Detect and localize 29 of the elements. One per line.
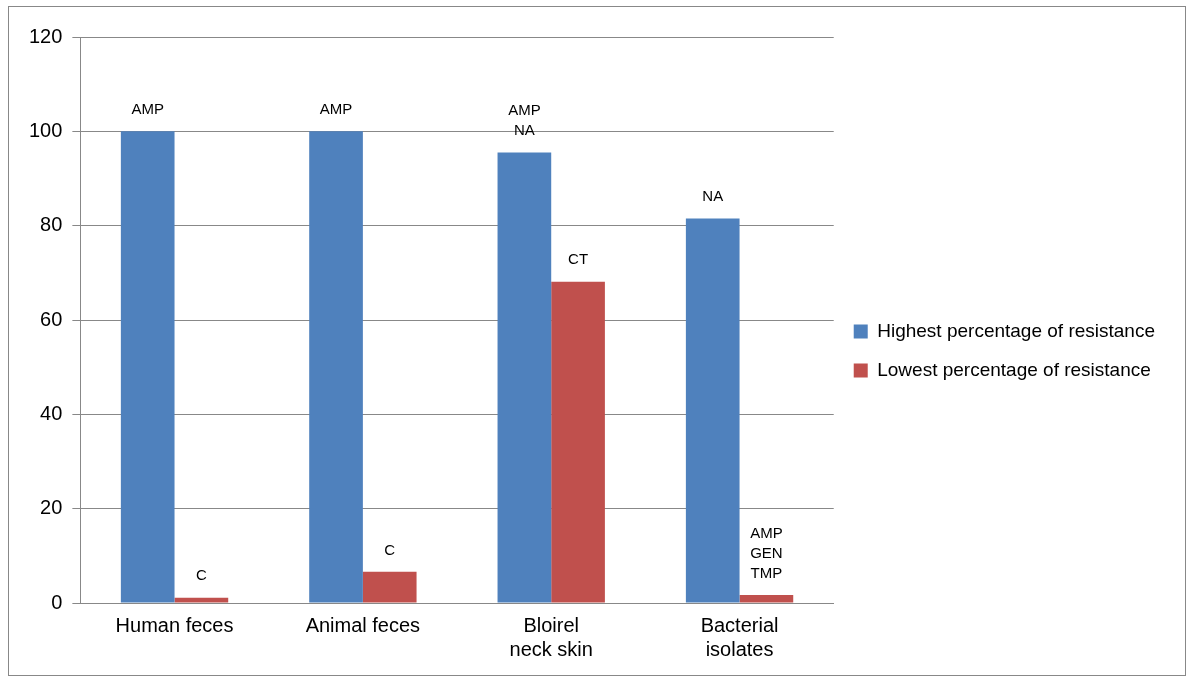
x-tick-label: Human feces: [115, 613, 234, 636]
data-label: AMP GEN TMP: [750, 523, 783, 581]
data-label: CT: [568, 250, 589, 268]
bar: [739, 594, 794, 603]
data-label: AMP: [131, 99, 164, 117]
bar: [309, 131, 363, 603]
y-tick-label: 60: [40, 307, 63, 330]
x-tick-label: Bacterial isolates: [700, 613, 779, 660]
y-tick-label: 80: [40, 213, 63, 236]
bar: [685, 218, 740, 603]
y-tick-label: 20: [40, 496, 63, 519]
bar: [362, 571, 417, 603]
legend-label: Lowest percentage of resistance: [877, 358, 1151, 380]
data-label: C: [384, 540, 396, 558]
y-tick-label: 0: [51, 590, 63, 613]
data-label: NA: [702, 187, 724, 205]
y-tick-label: 100: [28, 118, 63, 141]
bar: [551, 281, 605, 603]
data-label: AMP NA: [508, 101, 541, 139]
legend-label: Highest percentage of resistance: [877, 319, 1156, 341]
data-label: C: [195, 566, 207, 584]
data-label: AMP: [319, 99, 353, 117]
x-tick-label: Animal feces: [305, 613, 421, 636]
bar: [497, 152, 552, 603]
bar: [174, 597, 229, 603]
bar: [120, 131, 175, 603]
y-tick-label: 40: [40, 401, 63, 424]
y-tick-label: 120: [28, 24, 63, 47]
x-tick-label: Bloirel neck skin: [509, 613, 593, 660]
